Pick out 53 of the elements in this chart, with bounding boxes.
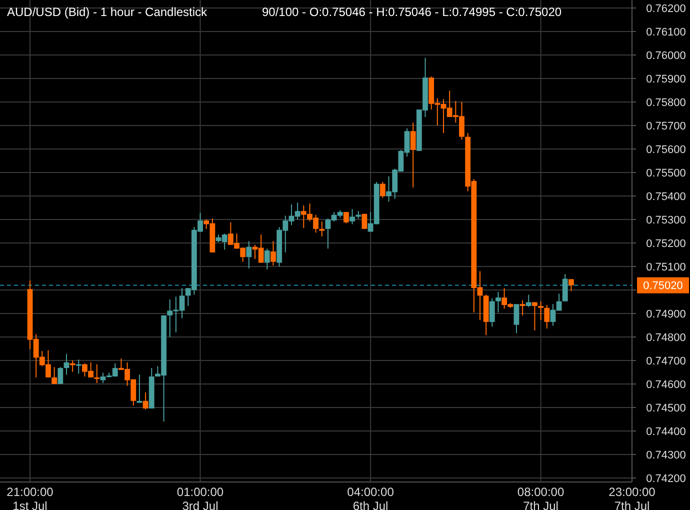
candlestick [142, 392, 148, 410]
candlestick [532, 302, 538, 331]
candlestick [538, 300, 544, 321]
x-tick-label: 08:00:00 7th Jul [517, 485, 564, 510]
y-tick-label: 0.75400 [646, 190, 686, 203]
candlestick [380, 181, 386, 198]
y-tick-label: 0.74500 [646, 402, 686, 414]
y-tick-label: 0.74300 [646, 449, 686, 462]
y-tick-label: 0.74400 [646, 426, 686, 438]
y-tick-label: 0.75600 [646, 144, 686, 156]
candlestick [350, 208, 355, 225]
candlestick [270, 240, 276, 266]
candlestick [526, 294, 532, 308]
y-tick-label: 0.75200 [646, 238, 686, 250]
x-tick-label: 21:00:00 1st Jul [6, 485, 54, 510]
candlestick [362, 213, 368, 230]
candlestick [568, 278, 574, 292]
y-tick-label: 0.74200 [646, 472, 686, 485]
candlestick [264, 248, 270, 270]
chart-subtitle: 90/100 - O:0.75046 - H:0.75046 - L:0.74995 - C:0.75020 [262, 5, 562, 19]
chart-title: AUD/USD (Bid) - 1 hour - Candlestick [7, 5, 208, 19]
candlestick [489, 298, 495, 328]
candlestick [562, 274, 568, 302]
candlestick [136, 374, 142, 404]
y-tick-label: 0.76200 [646, 2, 686, 15]
candlestick [246, 240, 252, 269]
candlestick [544, 304, 550, 330]
candlestick [76, 359, 82, 374]
y-tick-label: 0.75900 [646, 73, 686, 86]
y-tick-label: 0.75100 [646, 261, 686, 274]
y-tick-label: 0.74900 [646, 308, 686, 320]
x-tick-label: 23:00:00 7th Jul [608, 485, 656, 510]
candlestick [58, 366, 64, 384]
ref-line-label: 0.75020 [643, 280, 683, 292]
y-tick-label: 0.75800 [646, 96, 686, 109]
candlestick [520, 300, 526, 316]
candlestick [514, 304, 520, 334]
candlestick [64, 353, 70, 376]
candlestick [94, 364, 100, 384]
y-tick-label: 0.75700 [646, 120, 686, 132]
y-tick-label: 0.74800 [646, 332, 686, 344]
candlestick [52, 366, 58, 384]
y-tick-label: 0.75500 [646, 167, 686, 180]
y-tick-label: 0.74600 [646, 378, 686, 391]
y-tick-label: 0.74700 [646, 355, 686, 368]
y-tick-label: 0.76100 [646, 26, 686, 38]
y-tick-label: 0.76000 [646, 50, 686, 62]
candlestick [496, 291, 501, 314]
candlestick [319, 220, 325, 237]
y-tick-label: 0.75300 [646, 214, 686, 226]
x-tick-label: 04:00:00 6th Jul [347, 485, 394, 510]
candlestick [410, 122, 416, 188]
x-tick-label: 01:00:00 3rd Jul [176, 485, 224, 510]
